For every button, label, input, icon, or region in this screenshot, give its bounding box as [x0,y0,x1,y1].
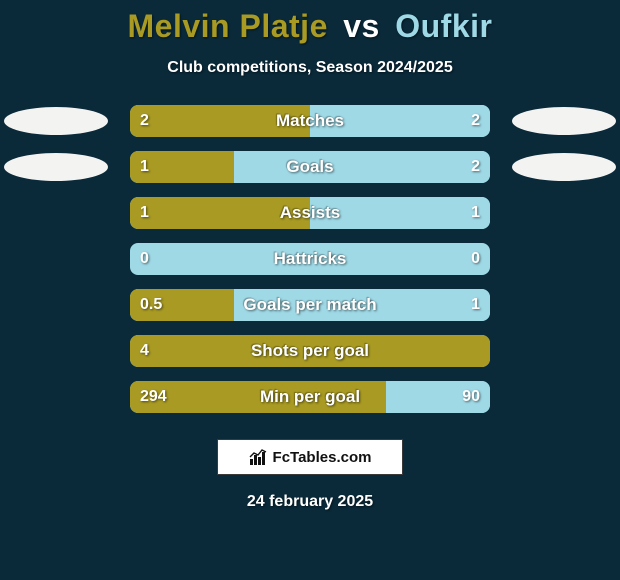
stat-bar: 0.51Goals per match [130,289,490,321]
footer-logo-text: FcTables.com [273,449,372,466]
footer-logo: FcTables.com [217,439,403,475]
stat-bar: 0 0Hattricks [130,243,490,275]
subtitle: Club competitions, Season 2024/2025 [0,59,620,77]
footer-date: 24 february 2025 [0,493,620,511]
stat-row: 12Goals [0,151,620,183]
stat-bar-left-fill [130,197,310,229]
stat-bar-left-fill [130,381,386,413]
stat-row: 11Assists [0,197,620,229]
stat-bar-left-fill [130,105,310,137]
stat-bar-left-fill [130,335,490,367]
page-title: Melvin Platje vs Oufkir [0,0,620,45]
stat-row: 22Matches [0,105,620,137]
stat-bar-left-fill [130,289,234,321]
stat-label: Hattricks [130,243,490,275]
stat-bar: 12Goals [130,151,490,183]
stat-bar: 22Matches [130,105,490,137]
stat-row: 0 0Hattricks [0,243,620,275]
player2-badge-ellipse [512,153,616,181]
stat-bar: 11Assists [130,197,490,229]
player1-badge-ellipse [4,107,108,135]
stat-row: 4Shots per goal [0,335,620,367]
stat-bar-right-fill [310,105,490,137]
stats-rows: 22Matches 12Goals 11Assists 0 0Hattricks 0.51… [0,105,620,413]
stat-bar-left-fill [130,151,234,183]
title-player1: Melvin Platje [128,8,328,44]
stat-bar-right-fill [386,381,490,413]
title-vs: vs [343,8,380,44]
player1-badge-ellipse [4,153,108,181]
stat-value-right: 0 [471,243,480,275]
chart-icon [249,448,267,466]
stat-row: 0.51Goals per match [0,289,620,321]
stat-bar: 29490Min per goal [130,381,490,413]
stat-bar-right-fill [310,197,490,229]
stat-bar-right-fill [234,289,490,321]
stat-bar-right-fill [234,151,490,183]
player2-badge-ellipse [512,107,616,135]
stat-bar: 4Shots per goal [130,335,490,367]
comparison-infographic: Melvin Platje vs Oufkir Club competition… [0,0,620,580]
title-player2: Oufkir [395,8,492,44]
stat-row: 29490Min per goal [0,381,620,413]
stat-value-left: 0 [140,243,149,275]
